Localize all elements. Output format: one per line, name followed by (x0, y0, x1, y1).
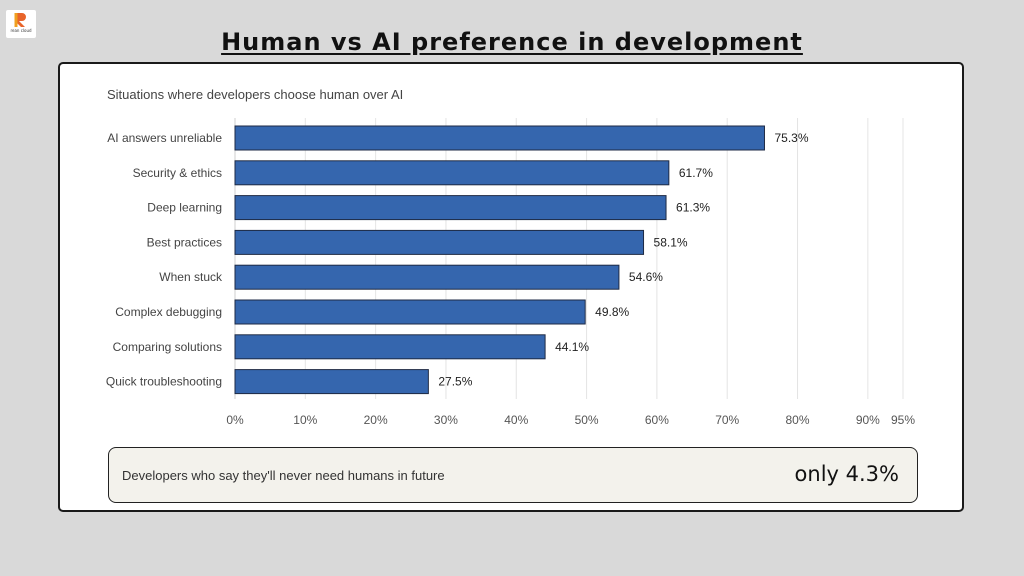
chart-subtitle: Situations where developers choose human… (107, 87, 404, 102)
x-tick-label: 50% (575, 413, 599, 427)
brand-logo-text: rean cloud (10, 28, 32, 33)
bar (234, 369, 429, 395)
category-label: Best practices (147, 235, 222, 249)
x-tick-label: 95% (891, 413, 915, 427)
bar-value-label: 58.1% (654, 235, 688, 249)
category-label: When stuck (159, 270, 223, 284)
bar-chart: 0% 10% 20% 30% 40% 50% 60% 70% 80% 90% 95% AI answe… (106, 118, 915, 427)
category-label: AI answers unreliable (107, 131, 222, 145)
brand-logo-icon (14, 13, 26, 27)
brand-logo: rean cloud (6, 10, 36, 38)
bar-value-label: 75.3% (774, 131, 808, 145)
category-label: Deep learning (147, 201, 222, 215)
callout-box: Developers who say they'll never need hu… (108, 447, 918, 503)
category-label: Comparing solutions (113, 340, 222, 354)
x-tick-label: 70% (715, 413, 739, 427)
page-title: Human vs AI preference in development (221, 28, 803, 56)
callout-value: only 4.3% (794, 462, 899, 486)
category-label: Quick troubleshooting (106, 375, 222, 389)
bar (234, 125, 765, 151)
bar-value-label: 61.7% (679, 166, 713, 180)
x-tick-label: 20% (364, 413, 388, 427)
x-tick-label: 10% (293, 413, 317, 427)
bar-value-label: 27.5% (438, 375, 472, 389)
x-tick-label: 60% (645, 413, 669, 427)
bar (234, 195, 667, 221)
category-label: Complex debugging (115, 305, 222, 319)
bar-value-label: 44.1% (555, 340, 589, 354)
bar (234, 299, 586, 325)
bar (234, 334, 546, 360)
x-tick-label: 40% (504, 413, 528, 427)
bar-value-label: 49.8% (595, 305, 629, 319)
x-tick-label: 30% (434, 413, 458, 427)
bar (234, 229, 645, 255)
x-tick-label: 90% (856, 413, 880, 427)
bar (234, 264, 620, 290)
category-label: Security & ethics (133, 166, 222, 180)
chart-card: Situations where developers choose human… (58, 62, 964, 512)
x-tick-label: 80% (786, 413, 810, 427)
bar (234, 160, 670, 186)
callout-label: Developers who say they'll never need hu… (122, 468, 445, 483)
bar-value-label: 54.6% (629, 270, 663, 284)
x-tick-label: 0% (226, 413, 244, 427)
bar-value-label: 61.3% (676, 201, 710, 215)
